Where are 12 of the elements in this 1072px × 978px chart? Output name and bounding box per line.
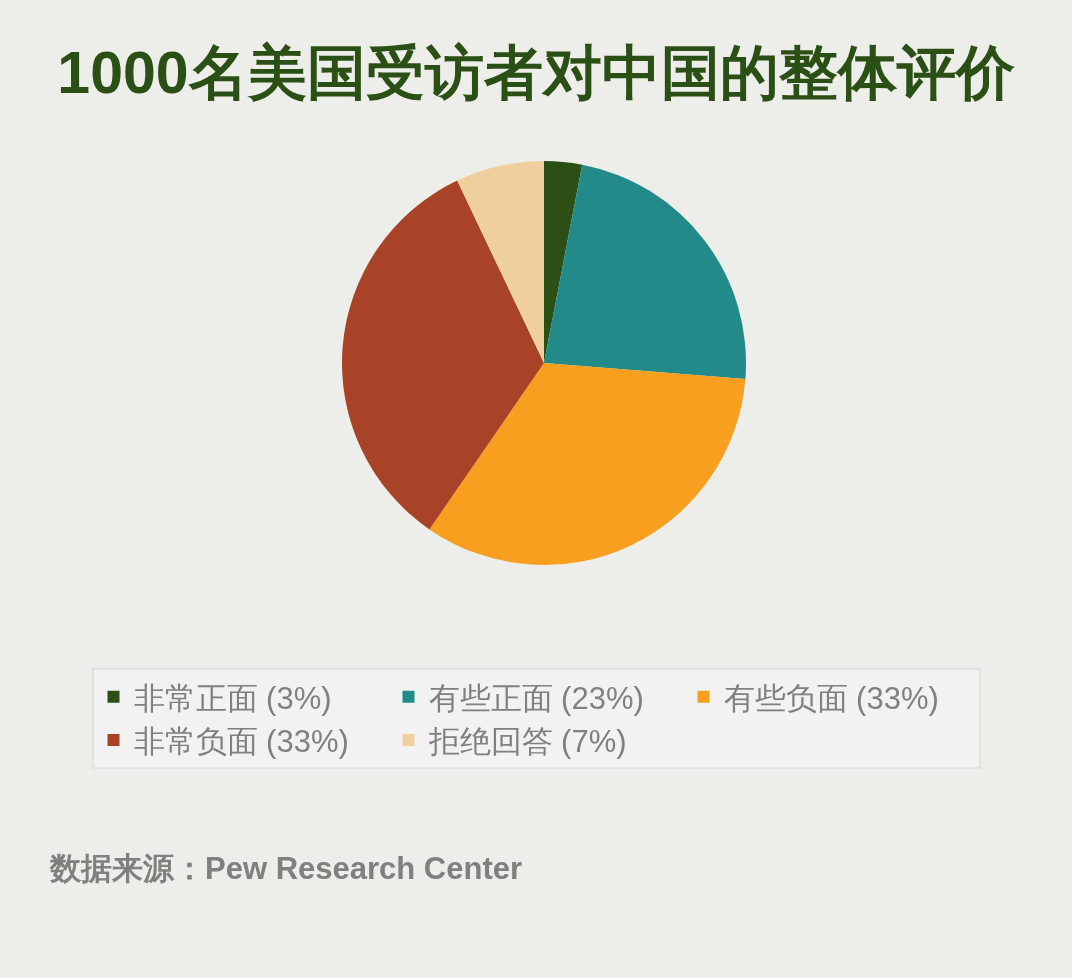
legend-label: 非常正面 (3%) bbox=[133, 680, 332, 716]
source-note: 数据来源：Pew Research Center bbox=[49, 851, 523, 886]
pie-slice bbox=[457, 161, 544, 363]
pie-slice bbox=[342, 180, 544, 530]
pie-slice bbox=[429, 363, 746, 565]
pie-slice bbox=[544, 164, 746, 380]
legend-label: 有些负面 (33%) bbox=[723, 680, 939, 716]
legend-label: 有些正面 (23%) bbox=[428, 680, 644, 716]
legend-label: 拒绝回答 (7%) bbox=[427, 724, 627, 760]
legend-label: 非常负面 (33%) bbox=[133, 724, 349, 760]
pie-slice bbox=[544, 161, 583, 363]
chart-title: 1000名美国受访者对中国的整体评价 bbox=[57, 39, 1015, 106]
